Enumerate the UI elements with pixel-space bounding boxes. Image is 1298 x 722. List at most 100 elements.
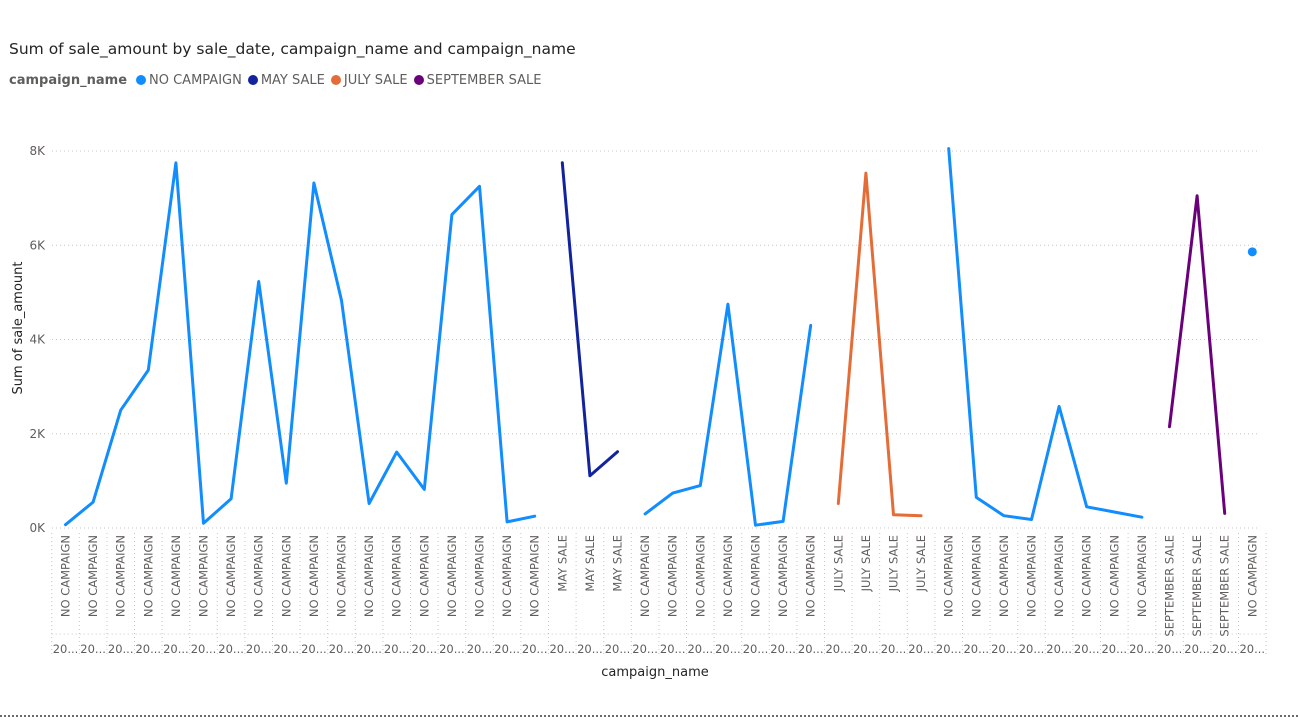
x-date-label: 20... xyxy=(1019,642,1045,656)
y-tick-label: 8K xyxy=(29,144,46,158)
x-date-label: 20... xyxy=(1184,642,1210,656)
x-category-label: NO CAMPAIGN xyxy=(528,535,542,617)
x-date-label: 20... xyxy=(329,642,355,656)
series-line-no-campaign[interactable] xyxy=(947,147,1144,521)
x-date-label: 20... xyxy=(356,642,382,656)
x-date-label: 20... xyxy=(991,642,1017,656)
x-category-label: JULY SALE xyxy=(914,535,928,592)
x-date-label: 20... xyxy=(191,642,217,656)
x-date-label: 20... xyxy=(660,642,686,656)
legend: campaign_name NO CAMPAIGN MAY SALE JULY … xyxy=(9,71,547,89)
x-category-label: NO CAMPAIGN xyxy=(59,535,73,617)
x-date-label: 20... xyxy=(108,642,134,656)
x-date-label: 20... xyxy=(1046,642,1072,656)
legend-item-july-sale[interactable]: JULY SALE xyxy=(330,72,408,88)
x-date-label: 20... xyxy=(246,642,272,656)
x-category-label: SEPTEMBER SALE xyxy=(1218,535,1232,637)
x-category-label: SEPTEMBER SALE xyxy=(1190,535,1204,637)
legend-title: campaign_name xyxy=(9,72,128,88)
x-date-label: 20... xyxy=(273,642,299,656)
legend-label: MAY SALE xyxy=(260,72,325,88)
legend-item-september-sale[interactable]: SEPTEMBER SALE xyxy=(413,72,542,88)
series-point-no-campaign[interactable] xyxy=(1247,247,1257,257)
x-date-label: 20... xyxy=(467,642,493,656)
x-date-label: 20... xyxy=(632,642,658,656)
x-category-label: JULY SALE xyxy=(831,535,845,592)
x-category-label: NO CAMPAIGN xyxy=(500,535,514,617)
y-tick-label: 6K xyxy=(29,238,46,252)
x-date-label: 20... xyxy=(715,642,741,656)
y-axis-title: Sum of sale_amount xyxy=(11,262,26,395)
x-category-label: NO CAMPAIGN xyxy=(666,535,680,617)
x-category-label: NO CAMPAIGN xyxy=(1107,535,1121,617)
grid-lines xyxy=(51,150,1267,656)
x-category-label: NO CAMPAIGN xyxy=(1025,535,1039,617)
y-axis-ticks: 0K 2K 4K 6K 8K xyxy=(29,144,46,535)
x-date-label: 20... xyxy=(1129,642,1155,656)
x-category-label: JULY SALE xyxy=(859,535,873,592)
series-line-no-campaign[interactable] xyxy=(643,302,813,527)
x-date-label: 20... xyxy=(605,642,631,656)
x-category-label: NO CAMPAIGN xyxy=(390,535,404,617)
x-date-label: 20... xyxy=(908,642,934,656)
legend-dot-icon xyxy=(247,75,258,85)
x-category-label: NO CAMPAIGN xyxy=(749,535,763,617)
legend-label: JULY SALE xyxy=(343,72,408,88)
legend-item-no-campaign[interactable]: NO CAMPAIGN xyxy=(136,73,242,88)
x-date-label: 20... xyxy=(1239,642,1265,656)
x-category-label: NO CAMPAIGN xyxy=(1052,535,1066,617)
legend-item-may-sale[interactable]: MAY SALE xyxy=(247,72,325,88)
x-date-label: 20... xyxy=(798,642,824,656)
x-date-label: 20... xyxy=(384,642,410,656)
x-category-label: NO CAMPAIGN xyxy=(445,535,459,617)
x-category-label: NO CAMPAIGN xyxy=(1080,535,1094,617)
x-date-label: 20... xyxy=(135,642,161,656)
x-date-label: 20... xyxy=(218,642,244,656)
series-lines xyxy=(64,147,1257,527)
y-tick-label: 2K xyxy=(29,427,46,441)
x-date-label: 20... xyxy=(743,642,769,656)
x-category-label: NO CAMPAIGN xyxy=(638,535,652,617)
x-date-label: 20... xyxy=(853,642,879,656)
x-category-label: NO CAMPAIGN xyxy=(197,535,211,617)
series-line-july-sale[interactable] xyxy=(836,171,923,518)
x-category-label: SEPTEMBER SALE xyxy=(1163,535,1177,637)
legend-dot-icon xyxy=(413,75,424,85)
series-line-september-sale[interactable] xyxy=(1168,194,1227,515)
legend-dot-icon xyxy=(330,75,341,85)
x-date-label: 20... xyxy=(439,642,465,656)
x-date-label: 20... xyxy=(1157,642,1183,656)
x-date-label: 20... xyxy=(163,642,189,656)
x-category-label: NO CAMPAIGN xyxy=(224,535,238,617)
x-category-label: NO CAMPAIGN xyxy=(417,535,431,617)
series-line-no-campaign[interactable] xyxy=(64,161,537,527)
x-category-label: NO CAMPAIGN xyxy=(114,535,128,617)
x-category-label: MAY SALE xyxy=(555,535,569,592)
y-tick-label: 4K xyxy=(29,333,46,347)
y-tick-label: 0K xyxy=(29,521,46,535)
x-category-label: NO CAMPAIGN xyxy=(279,535,293,617)
x-category-label: NO CAMPAIGN xyxy=(169,535,183,617)
x-category-label: MAY SALE xyxy=(583,535,597,592)
x-category-label: NO CAMPAIGN xyxy=(804,535,818,617)
chart-title: Sum of sale_amount by sale_date, campaig… xyxy=(9,40,576,58)
x-date-label: 20... xyxy=(825,642,851,656)
x-date-label: 20... xyxy=(494,642,520,656)
x-category-label: NO CAMPAIGN xyxy=(969,535,983,617)
x-date-label: 20... xyxy=(301,642,327,656)
x-date-label: 20... xyxy=(577,642,603,656)
x-category-label: NO CAMPAIGN xyxy=(1135,535,1149,617)
x-date-label: 20... xyxy=(80,642,106,656)
x-category-label: NO CAMPAIGN xyxy=(1245,535,1259,617)
x-category-label: NO CAMPAIGN xyxy=(776,535,790,617)
x-date-label: 20... xyxy=(522,642,548,656)
series-line-may-sale[interactable] xyxy=(560,161,619,478)
x-date-label: 20... xyxy=(687,642,713,656)
x-category-label: NO CAMPAIGN xyxy=(307,535,321,617)
x-date-label: 20... xyxy=(1074,642,1100,656)
legend-label: NO CAMPAIGN xyxy=(149,72,242,88)
x-category-label: NO CAMPAIGN xyxy=(335,535,349,617)
legend-label: SEPTEMBER SALE xyxy=(426,72,542,88)
x-axis-title: campaign_name xyxy=(601,665,708,680)
